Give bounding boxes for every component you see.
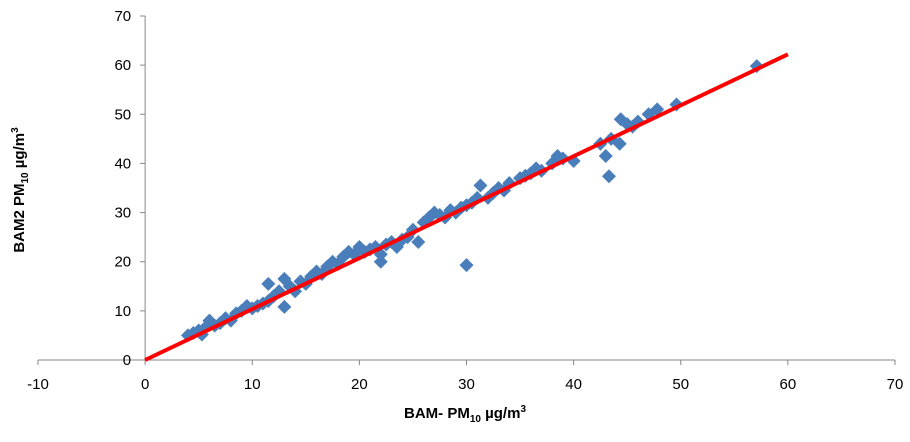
data-point [261,276,276,291]
data-point [277,299,292,314]
y-label-part: µg/m [11,133,28,172]
data-point [473,178,488,193]
x-tick-label: 10 [244,376,261,393]
data-point [612,136,627,151]
data-point [601,169,616,184]
data-point [411,235,426,250]
x-tick-label: 40 [565,376,582,393]
x-label-part: BAM- PM [404,405,470,422]
data-point [598,149,613,164]
y-tick-label: 20 [114,254,131,271]
x-tick-label: -10 [27,376,49,393]
trendline [144,52,789,362]
y-label-sub: 10 [20,172,31,184]
x-label-sup: 3 [520,404,526,415]
y-tick-label: 40 [114,155,131,172]
y-tick-label: 10 [114,303,131,320]
x-tick-label: 30 [458,376,475,393]
x-axis-label: BAM- PM10 µg/m3 [404,404,526,425]
x-tick-label: 20 [351,376,368,393]
y-label-sup: 3 [10,127,21,133]
x-label-part: µg/m [481,405,520,422]
x-tick-label: 50 [672,376,689,393]
x-tick-label: 0 [141,376,149,393]
y-tick-label: 50 [114,106,131,123]
x-tick-label: 70 [887,376,904,393]
x-tick-label: 60 [780,376,797,393]
x-label-sub: 10 [470,414,482,425]
data-point [630,114,645,129]
data-point [373,254,388,269]
y-tick-label: 70 [114,8,131,25]
y-axis-label: BAM2 PM10 µg/m3 [10,127,31,253]
y-tick-label: 30 [114,205,131,222]
y-label-part: BAM2 PM [11,184,28,253]
y-tick-label: 60 [114,57,131,74]
data-point [459,258,474,273]
y-tick-label: 0 [123,352,131,369]
